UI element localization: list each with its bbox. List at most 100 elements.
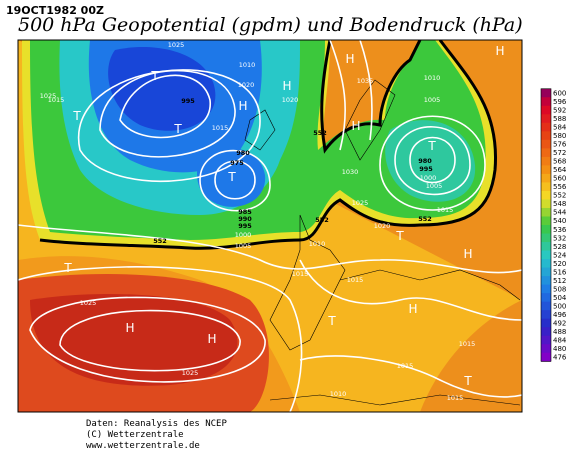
isobar-label: 552 — [418, 215, 432, 223]
isobar-label: 552 — [313, 129, 327, 137]
colorbar-cell — [541, 225, 551, 235]
colorbar-cell — [541, 139, 551, 149]
colorbar-cell — [541, 233, 551, 243]
isobar-label: 1000 — [420, 174, 437, 182]
colorbar-tick-label: 504 — [553, 294, 566, 302]
isobar-label: 552 — [153, 237, 167, 245]
colorbar-tick-label: 528 — [553, 243, 566, 251]
footer-line: (C) Wetterzentrale — [86, 430, 184, 440]
isobar-label: 1015 — [437, 206, 454, 214]
isobar-label: 1010 — [424, 74, 441, 82]
isobar-label: 1025 — [182, 369, 199, 377]
colorbar-tick-label: 560 — [553, 175, 566, 183]
colorbar-tick-label: 572 — [553, 149, 566, 157]
colorbar-tick-label: 480 — [553, 345, 566, 353]
colorbar-cell — [541, 207, 551, 217]
colorbar-cell — [541, 216, 551, 226]
pressure-center: T — [173, 122, 182, 136]
colorbar-tick-label: 588 — [553, 115, 566, 123]
footer-line: Daten: Reanalysis des NCEP — [86, 419, 227, 429]
isobar-label: 1020 — [374, 222, 391, 230]
map-fill — [18, 40, 522, 412]
isobar-label: 1015 — [397, 362, 414, 370]
colorbar-tick-label: 484 — [553, 336, 566, 344]
colorbar-tick-label: 548 — [553, 200, 566, 208]
colorbar-tick-label: 568 — [553, 158, 566, 166]
isobar-label: 1015 — [212, 124, 229, 132]
colorbar-tick-label: 592 — [553, 107, 566, 115]
pressure-center: H — [463, 247, 472, 261]
colorbar-cell — [541, 88, 551, 98]
colorbar-tick-label: 500 — [553, 302, 566, 310]
isobar-label: 995 — [181, 97, 195, 105]
colorbar-tick-label: 520 — [553, 260, 566, 268]
isobar-label: 980 — [418, 157, 432, 165]
isobar-label: 990 — [238, 215, 252, 223]
isobar-label: 1005 — [235, 242, 252, 250]
pressure-center: T — [150, 69, 159, 83]
pressure-center: T — [395, 229, 404, 243]
pressure-center: T — [327, 314, 336, 328]
colorbar-cell — [541, 114, 551, 124]
pressure-center: H — [351, 119, 360, 133]
colorbar-tick-label: 536 — [553, 226, 566, 234]
pressure-center: H — [495, 44, 504, 58]
isobar-label: 552 — [315, 216, 329, 224]
colorbar-cell — [541, 259, 551, 269]
colorbar-cell — [541, 310, 551, 320]
pressure-center: T — [72, 109, 81, 123]
colorbar-cell — [541, 148, 551, 158]
colorbar-cell — [541, 344, 551, 354]
colorbar-tick-label: 540 — [553, 217, 566, 225]
isobar-label: 1020 — [238, 81, 255, 89]
colorbar-tick-label: 576 — [553, 141, 566, 149]
pressure-center: H — [408, 302, 417, 316]
isobar-label: 1005 — [426, 182, 443, 190]
isobar-label: 1025 — [40, 92, 57, 100]
colorbar-cell — [541, 318, 551, 328]
colorbar-tick-label: 596 — [553, 98, 566, 106]
colorbar-tick-label: 496 — [553, 311, 566, 319]
colorbar-tick-label: 552 — [553, 192, 566, 200]
colorbar-cell — [541, 199, 551, 209]
colorbar-tick-label: 584 — [553, 124, 566, 132]
isobar-label: 1010 — [330, 390, 347, 398]
footer-line: www.wetterzentrale.de — [86, 441, 200, 451]
isobar-label: 1000 — [235, 231, 252, 239]
isobar-label: 995 — [238, 222, 252, 230]
isobar-label: 1025 — [80, 299, 97, 307]
isobar-label: 1015 — [459, 340, 476, 348]
isobar-label: 1015 — [48, 96, 65, 104]
isobar-label: 1030 — [342, 168, 359, 176]
isobar-label: 1015 — [292, 270, 309, 278]
isobar-label: 985 — [238, 208, 252, 216]
colorbar-cell — [541, 131, 551, 141]
pressure-center: T — [63, 261, 72, 275]
isobar-label: 1010 — [309, 240, 326, 248]
colorbar-tick-label: 508 — [553, 285, 566, 293]
colorbar-cell — [541, 352, 551, 362]
date: 19OCT1982 00Z — [6, 4, 104, 17]
pressure-center: H — [238, 99, 247, 113]
colorbar-tick-label: 524 — [553, 251, 566, 259]
colorbar-cell — [541, 267, 551, 277]
colorbar-cell — [541, 105, 551, 115]
colorbar-cell — [541, 182, 551, 192]
colorbar-cell — [541, 173, 551, 183]
isobar-label: 995 — [419, 165, 433, 173]
colorbar-tick-label: 580 — [553, 132, 566, 140]
colorbar-cell — [541, 165, 551, 175]
colorbar-cell — [541, 301, 551, 311]
isobar-label: 1025 — [168, 41, 185, 49]
isobar-label: 980 — [236, 149, 250, 157]
isobar-label: 1015 — [347, 276, 364, 284]
pressure-center: T — [227, 170, 236, 184]
isobar-label: 975 — [230, 159, 244, 167]
colorbar-cell — [541, 327, 551, 337]
colorbar-tick-label: 476 — [553, 354, 566, 362]
pressure-center: H — [125, 321, 134, 335]
pressure-center: T — [427, 139, 436, 153]
pressure-center: H — [207, 332, 216, 346]
colorbar-tick-label: 516 — [553, 268, 566, 276]
